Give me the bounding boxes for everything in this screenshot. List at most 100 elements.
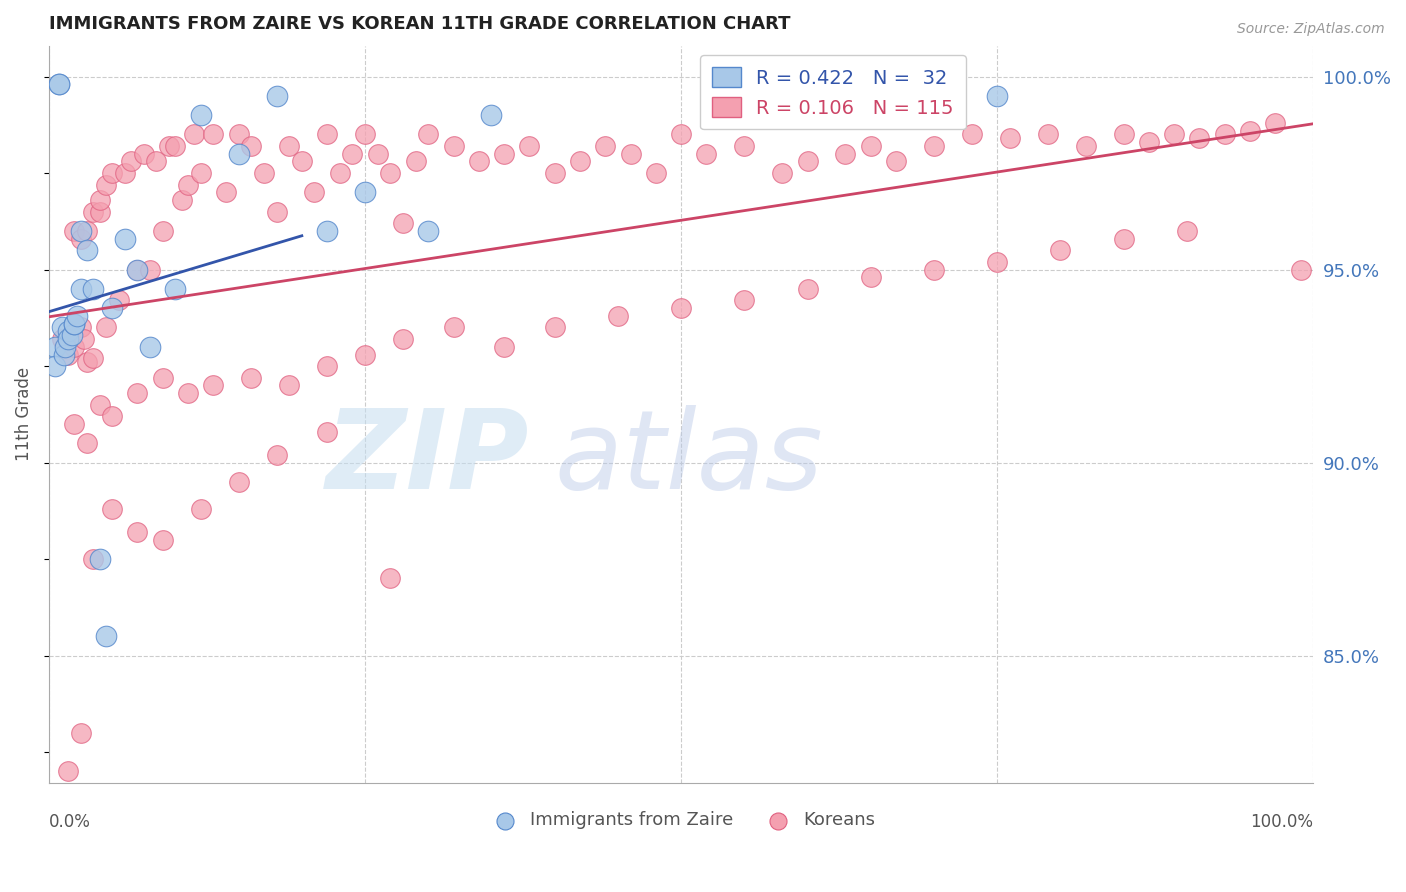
Point (76, 244, 98, 258)
Point (278, 139, 301, 153)
Text: ZIP: ZIP (326, 405, 530, 512)
Point (101, 301, 124, 316)
Point (304, 186, 326, 200)
Point (114, 232, 136, 246)
Point (183, 128, 205, 142)
Point (60, 328, 83, 343)
Point (405, 154, 427, 169)
Point (82, 282, 104, 296)
Point (266, 88, 288, 103)
Point (1112, 232, 1135, 246)
Point (669, 128, 692, 142)
Point (796, 154, 818, 169)
Point (55, 340, 77, 354)
Point (316, 359, 339, 373)
Text: IMMIGRANTS FROM ZAIRE VS KOREAN 11TH GRADE CORRELATION CHART: IMMIGRANTS FROM ZAIRE VS KOREAN 11TH GRA… (49, 15, 790, 33)
Point (177, 386, 200, 401)
Point (63, 317, 86, 331)
Point (443, 320, 465, 334)
Point (986, 255, 1008, 269)
Point (165, 139, 187, 153)
Text: Source: ZipAtlas.com: Source: ZipAtlas.com (1237, 22, 1385, 37)
Point (63, 224, 86, 238)
Point (1074, 139, 1097, 153)
Point (544, 320, 567, 334)
Point (120, 154, 142, 169)
Point (669, 301, 692, 316)
Point (69, 224, 91, 238)
Point (922, 262, 945, 277)
Point (494, 146, 516, 161)
Point (190, 502, 212, 516)
Point (56, 347, 79, 361)
Point (1137, 135, 1160, 149)
Point (56, 764, 79, 779)
Point (291, 154, 314, 169)
Point (127, 386, 149, 401)
Point (190, 166, 212, 180)
Point (859, 270, 882, 285)
Point (139, 262, 162, 277)
Point (82, 204, 104, 219)
Point (342, 146, 364, 161)
Point (69, 232, 91, 246)
Point (380, 166, 402, 180)
Point (733, 293, 755, 308)
Text: 100.0%: 100.0% (1250, 813, 1313, 830)
Point (380, 571, 402, 585)
Point (101, 502, 124, 516)
Point (986, 88, 1008, 103)
Point (418, 224, 440, 238)
Point (354, 347, 377, 361)
Point (443, 139, 465, 153)
Point (240, 370, 263, 384)
Point (139, 340, 162, 354)
Text: atlas: atlas (555, 405, 824, 512)
Point (56, 324, 79, 338)
Point (145, 154, 167, 169)
Point (481, 108, 503, 122)
Point (202, 378, 225, 392)
Point (69, 726, 91, 740)
Point (228, 475, 250, 489)
Point (354, 186, 377, 200)
Point (1213, 128, 1236, 142)
Point (519, 139, 541, 153)
Point (44, 340, 66, 354)
Point (1264, 116, 1286, 130)
Point (215, 186, 238, 200)
Point (960, 128, 983, 142)
Point (1188, 131, 1211, 145)
Point (73, 332, 96, 346)
Point (859, 139, 882, 153)
Point (63, 417, 86, 431)
Point (316, 224, 339, 238)
Point (69, 320, 91, 334)
Point (63, 340, 86, 354)
Point (94, 178, 117, 192)
Point (76, 224, 98, 238)
Point (468, 154, 491, 169)
Point (884, 154, 907, 169)
Point (132, 146, 155, 161)
Legend: Immigrants from Zaire, Koreans: Immigrants from Zaire, Koreans (479, 805, 883, 837)
Point (1239, 123, 1261, 137)
Point (82, 552, 104, 566)
Point (152, 370, 174, 384)
Point (733, 139, 755, 153)
Point (127, 262, 149, 277)
Point (367, 146, 389, 161)
Point (1289, 262, 1312, 277)
Point (69, 282, 91, 296)
Point (56, 332, 79, 346)
Point (316, 128, 339, 142)
Point (127, 525, 149, 540)
Point (51, 320, 73, 334)
Point (392, 216, 415, 230)
Point (101, 166, 124, 180)
Point (48, 77, 70, 91)
Point (266, 448, 288, 462)
Point (107, 293, 129, 308)
Point (82, 351, 104, 366)
Point (53, 347, 76, 361)
